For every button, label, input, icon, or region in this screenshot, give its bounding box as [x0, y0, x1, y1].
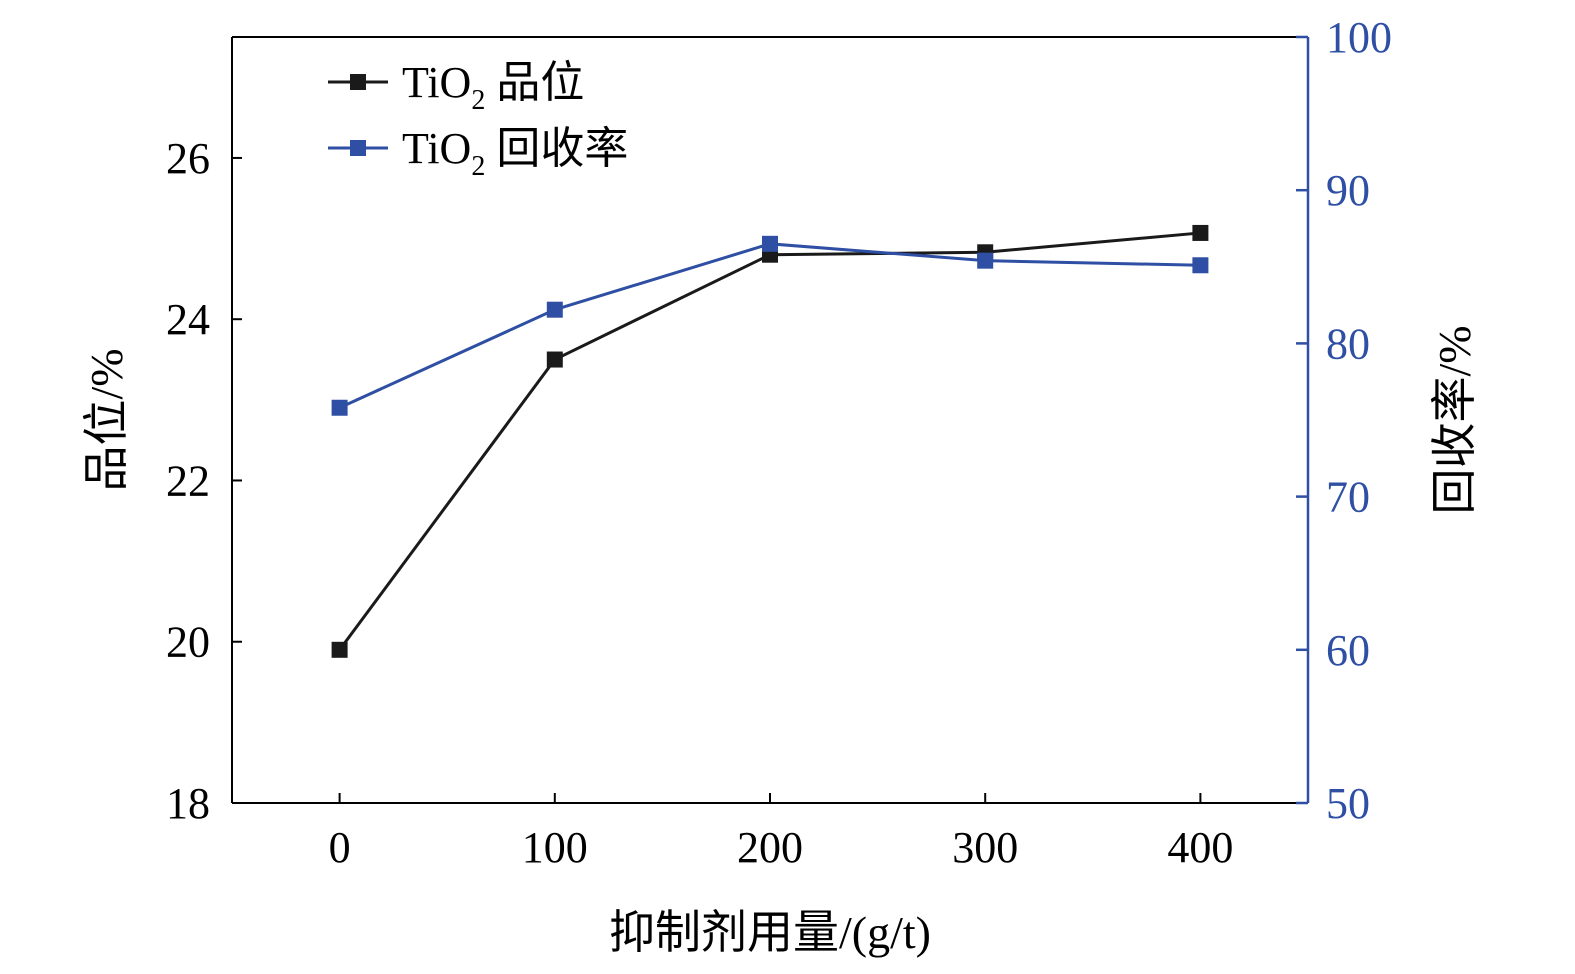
x-tick-label: 100	[522, 823, 588, 872]
left-y-axis-label: 品位/%	[81, 348, 132, 491]
left-y-tick-label: 26	[166, 134, 210, 183]
recovery-series-line	[338, 242, 1201, 410]
legend-recovery-marker	[350, 140, 366, 156]
right-y-tick-label: 50	[1326, 779, 1370, 828]
left-y-tick-label: 18	[166, 779, 210, 828]
series-layer	[331, 224, 1209, 658]
grade-series-line	[338, 231, 1201, 651]
right-y-axis-label: 回收率/%	[1429, 325, 1480, 514]
legend-recovery-label: TiO2 回收率	[402, 124, 628, 182]
x-tick-label: 0	[329, 823, 351, 872]
legend-grade-subscript: 2	[471, 85, 485, 116]
legend-grade-suffix: 品位	[485, 58, 584, 107]
legend-recovery-suffix: 回收率	[485, 124, 628, 173]
grade-point-100	[546, 351, 563, 368]
recovery-point-0	[331, 399, 348, 416]
recovery-point-200	[762, 235, 778, 252]
x-tick-label: 200	[737, 823, 803, 872]
right-y-tick-label: 60	[1326, 626, 1370, 675]
left-y-tick-label: 24	[166, 295, 210, 344]
recovery-point-100	[546, 301, 563, 318]
recovery-point-300	[977, 252, 994, 269]
left-y-tick-label: 22	[166, 456, 210, 505]
right-y-tick-label: 100	[1326, 13, 1392, 62]
recovery-point-400	[1192, 257, 1209, 274]
right-y-tick-label: 70	[1326, 473, 1370, 522]
grade-point-400	[1192, 224, 1209, 241]
left-y-tick-label: 20	[166, 618, 210, 667]
right-y-tick-label: 90	[1326, 166, 1370, 215]
legend-grade-main: TiO	[402, 58, 471, 107]
x-tick-label: 300	[952, 823, 1018, 872]
x-tick-label: 400	[1167, 823, 1233, 872]
legend-recovery-main: TiO	[402, 124, 471, 173]
right-y-tick-label: 80	[1326, 319, 1370, 368]
x-axis-label: 抑制剂用量/(g/t)	[609, 907, 931, 958]
legend-grade-marker	[350, 74, 366, 90]
legend-recovery-subscript: 2	[471, 151, 485, 182]
grade-point-0	[331, 641, 348, 658]
legend-grade-label: TiO2 品位	[402, 58, 584, 116]
